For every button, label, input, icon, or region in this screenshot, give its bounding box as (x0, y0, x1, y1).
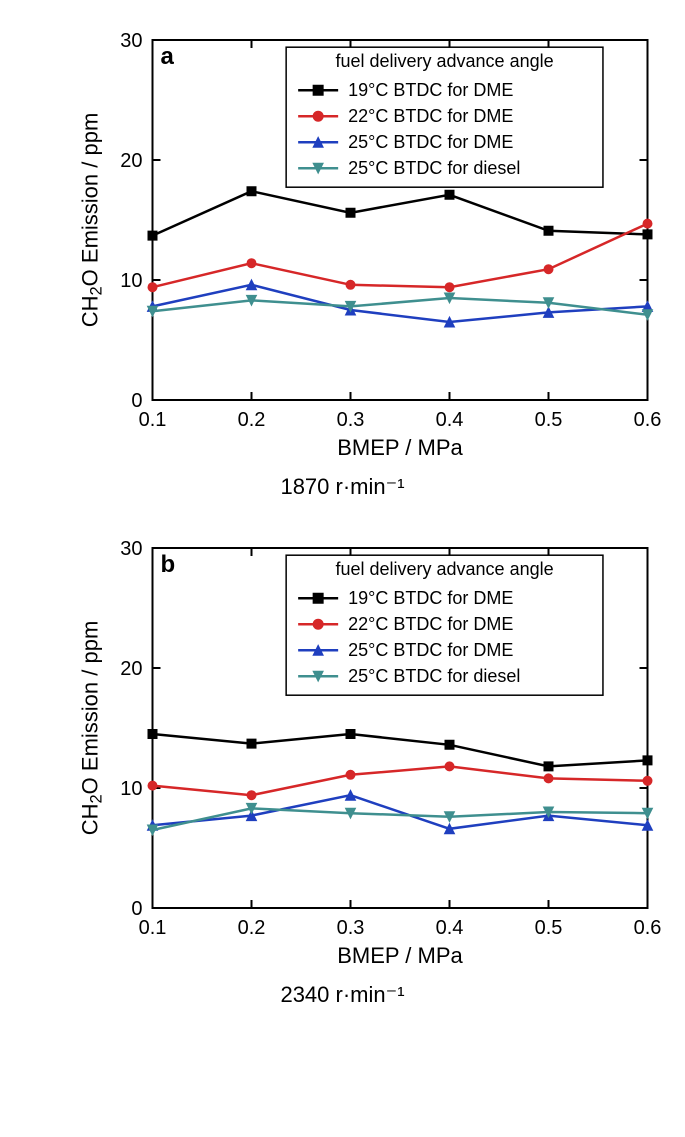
caption-b: 2340 r·min⁻¹ (10, 982, 675, 1008)
svg-text:19°C BTDC for DME: 19°C BTDC for DME (348, 588, 513, 608)
svg-text:BMEP / MPa: BMEP / MPa (337, 943, 463, 968)
figure: 0.1 0.2 0.3 0.4 0.5 0.6 0 10 20 30 BMEP / MPa CH2O … (10, 20, 675, 1008)
chart-b: 0.1 0.2 0.3 0.4 0.5 0.6 0 10 20 30 BMEP / MPa CH2O … (10, 528, 675, 978)
svg-text:19°C BTDC for DME: 19°C BTDC for DME (348, 80, 513, 100)
svg-text:0.1: 0.1 (139, 409, 167, 431)
svg-text:25°C BTDC for diesel: 25°C BTDC for diesel (348, 158, 520, 178)
svg-text:0.6: 0.6 (634, 409, 662, 431)
svg-text:25°C BTDC for DME: 25°C BTDC for DME (348, 132, 513, 152)
svg-text:22°C BTDC for DME: 22°C BTDC for DME (348, 106, 513, 126)
caption-a: 1870 r·min⁻¹ (10, 474, 675, 500)
svg-text:20: 20 (120, 150, 142, 172)
chart-a: 0.1 0.2 0.3 0.4 0.5 0.6 0 10 20 30 BMEP / MPa CH2O … (10, 20, 675, 470)
svg-text:22°C BTDC for DME: 22°C BTDC for DME (348, 614, 513, 634)
svg-text:fuel delivery advance angle: fuel delivery advance angle (335, 51, 553, 71)
svg-text:25°C BTDC for DME: 25°C BTDC for DME (348, 640, 513, 660)
svg-text:0: 0 (131, 390, 142, 412)
svg-text:BMEP / MPa: BMEP / MPa (337, 435, 463, 460)
svg-text:0.4: 0.4 (436, 409, 464, 431)
svg-text:0.5: 0.5 (535, 409, 563, 431)
svg-text:CH2O Emission / ppm: CH2O Emission / ppm (78, 621, 106, 836)
svg-text:0.2: 0.2 (238, 409, 266, 431)
svg-text:0.3: 0.3 (337, 409, 365, 431)
svg-text:b: b (161, 551, 176, 578)
svg-text:0.5: 0.5 (535, 917, 563, 939)
legend: fuel delivery advance angle 19°C BTDC for… (286, 47, 603, 187)
panel-a: 0.1 0.2 0.3 0.4 0.5 0.6 0 10 20 30 BMEP / MPa CH2O … (10, 20, 675, 500)
svg-text:25°C BTDC for diesel: 25°C BTDC for diesel (348, 666, 520, 686)
svg-text:10: 10 (120, 270, 142, 292)
svg-text:0.3: 0.3 (337, 917, 365, 939)
legend: fuel delivery advance angle 19°C BTDC for… (286, 555, 603, 695)
svg-text:0.1: 0.1 (139, 917, 167, 939)
svg-text:10: 10 (120, 778, 142, 800)
svg-text:CH2O Emission / ppm: CH2O Emission / ppm (78, 113, 106, 328)
svg-text:20: 20 (120, 658, 142, 680)
svg-text:30: 30 (120, 538, 142, 560)
svg-text:0.6: 0.6 (634, 917, 662, 939)
svg-text:a: a (161, 43, 175, 70)
svg-text:0: 0 (131, 898, 142, 920)
svg-text:fuel delivery advance angle: fuel delivery advance angle (335, 559, 553, 579)
svg-text:0.4: 0.4 (436, 917, 464, 939)
svg-text:30: 30 (120, 30, 142, 52)
svg-text:0.2: 0.2 (238, 917, 266, 939)
panel-b: 0.1 0.2 0.3 0.4 0.5 0.6 0 10 20 30 BMEP / MPa CH2O … (10, 528, 675, 1008)
